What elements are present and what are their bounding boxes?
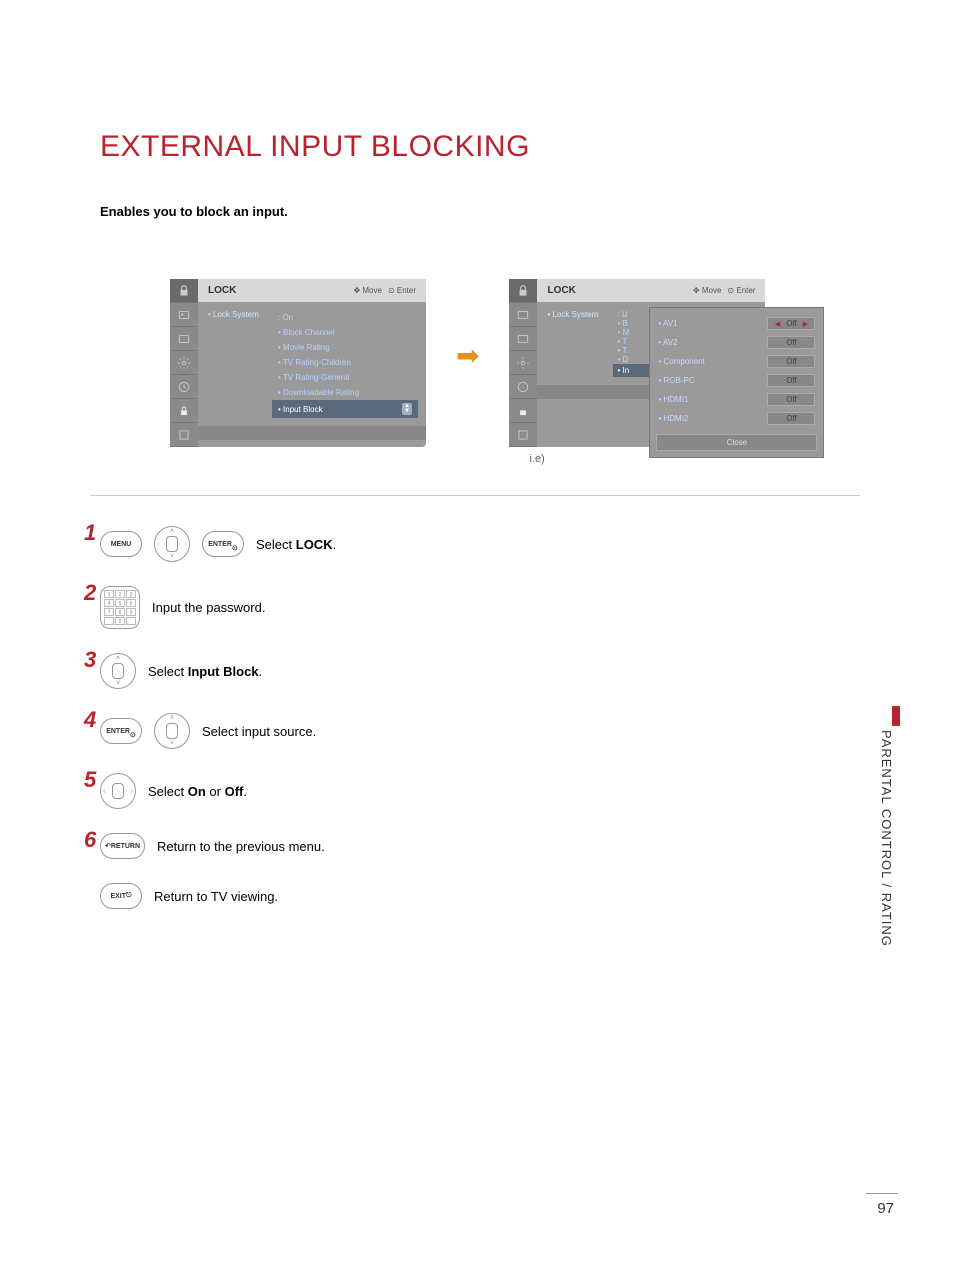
popup-value-button: Off [767, 355, 815, 368]
osd-panel-left: LOCK ✥ Move ⊙ Enter • Lock System : On •… [170, 279, 426, 447]
popup-row: • HDMI2 Off [656, 409, 817, 428]
dpad-button: ˄˅ [154, 713, 190, 749]
menu-button: MENU [100, 531, 142, 557]
step-text: Select Input Block. [148, 664, 262, 679]
audio-icon [170, 327, 198, 351]
step-number: 4 [84, 707, 98, 733]
osd-body: • Lock System : On • Block Channel • Mov… [198, 302, 426, 426]
osd-header-title: LOCK [547, 285, 575, 296]
popup-row: • RGB-PC Off [656, 371, 817, 390]
step-text: Return to TV viewing. [154, 889, 278, 904]
popup-value-button: Off [767, 412, 815, 425]
step-6: 6 ↶RETURN Return to the previous menu. [100, 833, 894, 859]
step-number: 1 [84, 520, 98, 546]
popup-row: • AV2 Off [656, 333, 817, 352]
popup-label: • AV2 [658, 338, 677, 347]
step-number: 3 [84, 647, 98, 673]
osd-sidebar [170, 279, 198, 447]
lock-system-value: : On [278, 310, 426, 325]
osd-header-hints: ✥ Move ⊙ Enter [353, 286, 416, 295]
lock2-icon [170, 399, 198, 423]
menu-item: • TV Rating-General [278, 370, 426, 385]
gear-icon [509, 351, 537, 375]
time-icon [509, 375, 537, 399]
gear-icon [170, 351, 198, 375]
step-text: Select input source. [202, 724, 316, 739]
exit-button: EXIT ⎋ [100, 883, 142, 909]
page-number: 97 [877, 1200, 894, 1217]
step-text: Select On or Off. [148, 784, 247, 799]
popup-row: • HDMI1 Off [656, 390, 817, 409]
step-text: Return to the previous menu. [157, 839, 325, 854]
popup-value-button: Off [767, 336, 815, 349]
step-2: 2 1234567890 Input the password. [100, 586, 894, 629]
popup-row: • Component Off [656, 352, 817, 371]
lock-icon [170, 279, 198, 303]
menu-item: • TV Rating-Children [278, 355, 426, 370]
section-label: PARENTAL CONTROL / RATING [879, 730, 894, 947]
step-5: 5 ‹› Select On or Off. [100, 773, 894, 809]
option-icon [170, 423, 198, 447]
step-text: Select LOCK. [256, 537, 336, 552]
instruction-steps: 1 MENU ˄˅ ‹› ENTER⊙ Select LOCK. 2 12345… [100, 526, 894, 909]
page-subtitle: Enables you to block an input. [100, 204, 894, 219]
menu-item-highlighted: • Input Block ▲▼ [272, 400, 418, 418]
lock-system-label: • Lock System [547, 310, 617, 319]
menu-item: • Movie Rating [278, 340, 426, 355]
popup-value-button: Off [767, 393, 815, 406]
popup-value-button: ◀Off▶ [767, 317, 815, 330]
step-4: 4 ENTER⊙ ˄˅ Select input source. [100, 713, 894, 749]
picture-icon [170, 303, 198, 327]
page-title: EXTERNAL INPUT BLOCKING [100, 130, 894, 164]
audio-icon [509, 327, 537, 351]
osd-header: LOCK ✥ Move ⊙ Enter [198, 279, 426, 302]
dpad-button: ˄˅ ‹› [154, 526, 190, 562]
option-icon [509, 423, 537, 447]
osd-panel-right: LOCK ✥ Move ⊙ Enter • Lock System : U • … [509, 279, 765, 447]
popup-label: • HDMI1 [658, 395, 688, 404]
osd-header-hints: ✥ Move ⊙ Enter [693, 286, 756, 295]
osd-main: LOCK ✥ Move ⊙ Enter • Lock System : On •… [198, 279, 426, 447]
osd-footer [198, 426, 426, 440]
enter-button: ENTER⊙ [100, 718, 142, 744]
updown-icon: ▲▼ [402, 403, 412, 415]
dpad-button: ˄˅ [100, 653, 136, 689]
divider [90, 495, 860, 496]
osd-sidebar [509, 279, 537, 447]
step-number: 2 [84, 580, 98, 606]
lock-icon [509, 279, 537, 303]
popup-value-button: Off [767, 374, 815, 387]
page-num-divider [866, 1193, 898, 1194]
popup-close-button: Close [656, 434, 817, 451]
step-text: Input the password. [152, 600, 265, 615]
dpad-button: ‹› [100, 773, 136, 809]
popup-label: • RGB-PC [658, 376, 694, 385]
step-3: 3 ˄˅ Select Input Block. [100, 653, 894, 689]
step-number: 6 [84, 827, 98, 853]
lock2-icon [509, 399, 537, 423]
enter-button: ENTER⊙ [202, 531, 244, 557]
arrow-right-icon: ➡ [456, 339, 479, 372]
lock-system-label: • Lock System [208, 310, 278, 319]
input-block-popup: • AV1 ◀Off▶ • AV2 Off • Component Off • … [649, 307, 824, 458]
menu-item: • Downloadable Rating [278, 385, 426, 400]
time-icon [170, 375, 198, 399]
osd-header: LOCK ✥ Move ⊙ Enter [537, 279, 765, 302]
step-1: 1 MENU ˄˅ ‹› ENTER⊙ Select LOCK. [100, 526, 894, 562]
osd-screenshots: LOCK ✥ Move ⊙ Enter • Lock System : On •… [100, 279, 894, 465]
osd-header-title: LOCK [208, 285, 236, 296]
picture-icon [509, 303, 537, 327]
step-7: EXIT ⎋ Return to TV viewing. [100, 883, 894, 909]
section-tab [892, 706, 900, 726]
popup-label: • HDMI2 [658, 414, 688, 423]
return-button: ↶RETURN [100, 833, 145, 859]
popup-label: • Component [658, 357, 704, 366]
keypad-icon: 1234567890 [100, 586, 140, 629]
step-number: 5 [84, 767, 98, 793]
menu-item: • Block Channel [278, 325, 426, 340]
popup-label: • AV1 [658, 319, 677, 328]
popup-row: • AV1 ◀Off▶ [656, 314, 817, 333]
